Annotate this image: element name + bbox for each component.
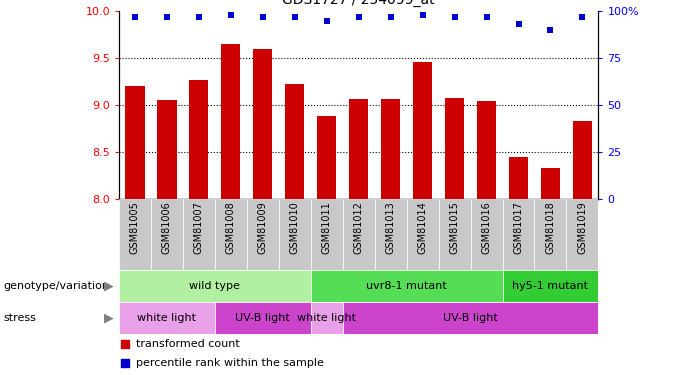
Bar xyxy=(509,157,528,199)
Bar xyxy=(407,199,439,270)
Bar xyxy=(119,270,311,302)
Text: UV-B light: UV-B light xyxy=(443,313,498,323)
Bar xyxy=(253,49,273,199)
Bar xyxy=(189,80,209,199)
Bar xyxy=(221,44,241,199)
Point xyxy=(481,14,492,20)
Text: white light: white light xyxy=(137,313,197,323)
Bar xyxy=(349,99,369,199)
Text: GSM81007: GSM81007 xyxy=(194,201,204,254)
Bar xyxy=(413,62,432,199)
Bar xyxy=(541,168,560,199)
Bar xyxy=(285,84,305,199)
Text: uvr8-1 mutant: uvr8-1 mutant xyxy=(367,281,447,291)
Text: transformed count: transformed count xyxy=(136,339,239,349)
Bar xyxy=(381,99,401,199)
Point xyxy=(289,14,300,20)
Bar xyxy=(215,199,247,270)
Text: GSM81006: GSM81006 xyxy=(162,201,172,254)
Title: GDS1727 / 254099_at: GDS1727 / 254099_at xyxy=(282,0,435,8)
Point xyxy=(354,14,364,20)
Point xyxy=(449,14,460,20)
Bar xyxy=(279,199,311,270)
Bar xyxy=(247,199,279,270)
Text: GSM81009: GSM81009 xyxy=(258,201,268,254)
Bar xyxy=(183,199,215,270)
Bar xyxy=(503,199,534,270)
Text: GSM81013: GSM81013 xyxy=(386,201,396,254)
Point xyxy=(321,18,332,24)
Bar xyxy=(119,199,151,270)
Text: GSM81011: GSM81011 xyxy=(322,201,332,254)
Point xyxy=(119,341,130,347)
Bar xyxy=(375,199,407,270)
Text: ▶: ▶ xyxy=(104,279,114,292)
Text: hy5-1 mutant: hy5-1 mutant xyxy=(513,281,588,291)
Text: wild type: wild type xyxy=(190,281,240,291)
Text: GSM81014: GSM81014 xyxy=(418,201,428,254)
Text: GSM81017: GSM81017 xyxy=(513,201,524,254)
Text: UV-B light: UV-B light xyxy=(235,313,290,323)
Bar xyxy=(311,270,503,302)
Bar xyxy=(311,199,343,270)
Bar xyxy=(471,199,503,270)
Bar xyxy=(439,199,471,270)
Point xyxy=(257,14,268,20)
Bar xyxy=(157,100,177,199)
Point xyxy=(162,14,173,20)
Point xyxy=(385,14,396,20)
Point xyxy=(513,21,524,27)
Bar xyxy=(125,86,145,199)
Point xyxy=(418,12,428,18)
Text: GSM81019: GSM81019 xyxy=(577,201,588,254)
Text: GSM81012: GSM81012 xyxy=(354,201,364,254)
Text: white light: white light xyxy=(297,313,356,323)
Bar xyxy=(311,302,343,334)
Bar xyxy=(477,101,496,199)
Point xyxy=(226,12,237,18)
Point xyxy=(119,360,130,366)
Text: GSM81008: GSM81008 xyxy=(226,201,236,254)
Text: stress: stress xyxy=(3,313,36,323)
Text: ▶: ▶ xyxy=(104,311,114,324)
Bar xyxy=(119,302,215,334)
Point xyxy=(129,14,140,20)
Text: GSM81015: GSM81015 xyxy=(449,201,460,254)
Bar xyxy=(573,121,592,199)
Point xyxy=(545,27,556,33)
Bar xyxy=(534,199,566,270)
Bar xyxy=(215,302,311,334)
Text: percentile rank within the sample: percentile rank within the sample xyxy=(136,358,324,368)
Point xyxy=(577,14,588,20)
Bar xyxy=(151,199,183,270)
Text: GSM81010: GSM81010 xyxy=(290,201,300,254)
Bar xyxy=(445,99,464,199)
Bar xyxy=(503,270,598,302)
Point xyxy=(193,14,204,20)
Text: GSM81005: GSM81005 xyxy=(130,201,140,254)
Bar xyxy=(343,302,598,334)
Text: GSM81016: GSM81016 xyxy=(481,201,492,254)
Bar xyxy=(317,116,337,199)
Bar xyxy=(343,199,375,270)
Text: GSM81018: GSM81018 xyxy=(545,201,556,254)
Bar xyxy=(566,199,598,270)
Text: genotype/variation: genotype/variation xyxy=(3,281,109,291)
